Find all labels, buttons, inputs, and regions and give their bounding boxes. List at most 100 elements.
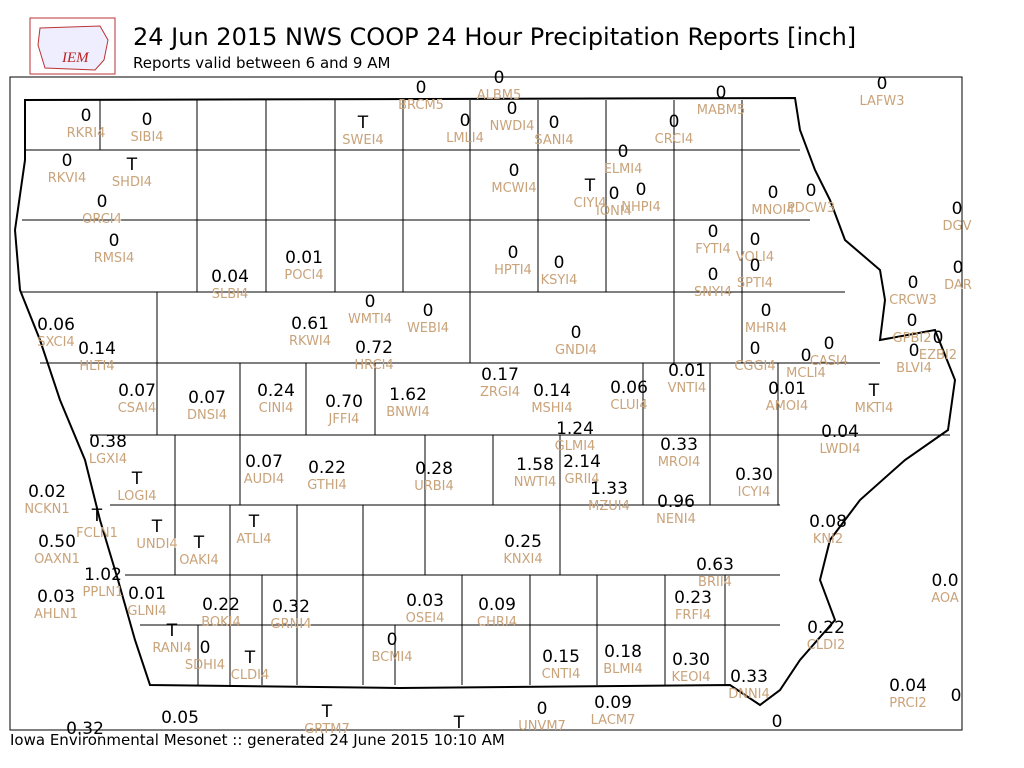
station-id: WMTI4 [348,312,392,327]
station-value: 0.38 [89,432,127,452]
station-id: LMLI4 [446,131,484,146]
station-id: LACM7 [591,713,636,728]
station-value: 0 [909,341,920,361]
station-value: 0.07 [245,452,283,472]
station-value: 0.03 [37,587,75,607]
station-value: 0.09 [478,595,516,615]
station-value: 0.22 [807,618,845,638]
station-id: OAKI4 [179,553,219,568]
station-id: BOKI4 [201,615,241,630]
station-value: 0 [618,142,629,162]
station-value: 0.18 [604,642,642,662]
station-id: AHLN1 [34,607,78,622]
station-id: UNVM7 [518,719,566,734]
station-id: SWEI4 [342,133,383,148]
station-id: VNTI4 [668,381,707,396]
station-value: T [868,381,880,401]
station-value: 0.03 [406,591,444,611]
station-id: GTHI4 [307,478,346,493]
station-id: FCLN1 [76,526,118,541]
station-value: 1.24 [556,419,594,439]
station-id: BCMI4 [371,650,412,665]
station-id: MROI4 [658,455,701,470]
station-id: SIBI4 [130,130,163,145]
station-id: MKTI4 [855,401,894,416]
station-value: 0.30 [735,465,773,485]
station-value: 0 [549,113,560,133]
station-value: 0.08 [809,512,847,532]
station-value: T [357,113,369,133]
station-id: KNXI4 [503,552,542,567]
logo-text: IEM [61,50,90,66]
station-value: T [193,533,205,553]
station-value: 0.22 [308,458,346,478]
stations: 0RKRI40SIBI4TSWEI40BRCM50ALBM50LMLI40NWD… [24,68,972,739]
station-value: 0.01 [285,248,323,268]
station-id: CINI4 [259,401,294,416]
station-value: 0 [933,328,944,348]
station-id: DNNI4 [728,687,770,702]
station-id: SDHI4 [185,658,225,673]
logo: IEM [29,17,116,75]
station-value: 0.28 [415,459,453,479]
station-value: 0.32 [66,719,104,739]
station-value: 0 [951,686,962,706]
station-value: 0.70 [325,392,363,412]
station-id: PDCW3 [787,201,835,216]
station-id: GPBI2 [893,331,932,346]
station-id: BLVI4 [896,361,932,376]
station-value: T [244,648,256,668]
station-id: NWDI4 [490,119,535,134]
station-value: 0.33 [730,667,768,687]
station-value: 2.14 [563,452,601,472]
station-value: 0 [636,180,647,200]
station-id: ATLI4 [236,532,271,547]
station-value: 0 [109,231,120,251]
station-value: 0 [952,199,963,219]
station-value: 0.14 [533,381,571,401]
station-id: CLDI4 [231,668,269,683]
station-id: NWTI4 [514,475,557,490]
station-id: GRTM7 [304,722,350,737]
station-id: DNSI4 [187,408,227,423]
station-value: 0.04 [821,422,859,442]
station-id: SLBI4 [212,287,249,302]
station-id: LWDI4 [819,442,860,457]
station-value: 0.17 [481,365,519,385]
station-value: 0 [509,161,520,181]
station-id: KEOI4 [671,670,710,685]
station-value: 0 [953,258,964,278]
station-id: MNOI4 [751,203,794,218]
station-value: 0 [200,638,211,658]
station-id: LGXI4 [89,452,127,467]
station-value: 0 [801,346,812,366]
station-value: 0 [62,151,73,171]
station-id: CLUI4 [610,398,647,413]
station-id: LOGI4 [117,489,156,504]
station-value: 0 [708,265,719,285]
station-value: 0 [877,74,888,94]
station-id: CIYI4 [574,196,607,211]
station-value: T [151,517,163,537]
station-value: 0 [768,183,779,203]
station-value: 0 [507,99,518,119]
station-value: 0.04 [889,676,927,696]
station-value: 0.01 [668,361,706,381]
station-id: GRNI4 [271,617,312,632]
station-id: PPLN1 [83,585,124,600]
station-value: 0.09 [594,693,632,713]
station-value: 0 [494,68,505,88]
station-value: 0 [772,712,783,732]
station-id: CNTI4 [542,667,581,682]
station-value: 0 [537,699,548,719]
logo-state [37,25,109,71]
station-id: GLNI4 [127,604,166,619]
station-value: 0 [423,301,434,321]
station-value: 0.22 [202,595,240,615]
station-id: BRII4 [698,575,732,590]
station-value: 0 [750,230,761,250]
station-id: BNWI4 [386,405,430,420]
station-id: ELMI4 [604,162,643,177]
station-value: 0.0 [931,571,958,591]
station-value: 0 [571,323,582,343]
